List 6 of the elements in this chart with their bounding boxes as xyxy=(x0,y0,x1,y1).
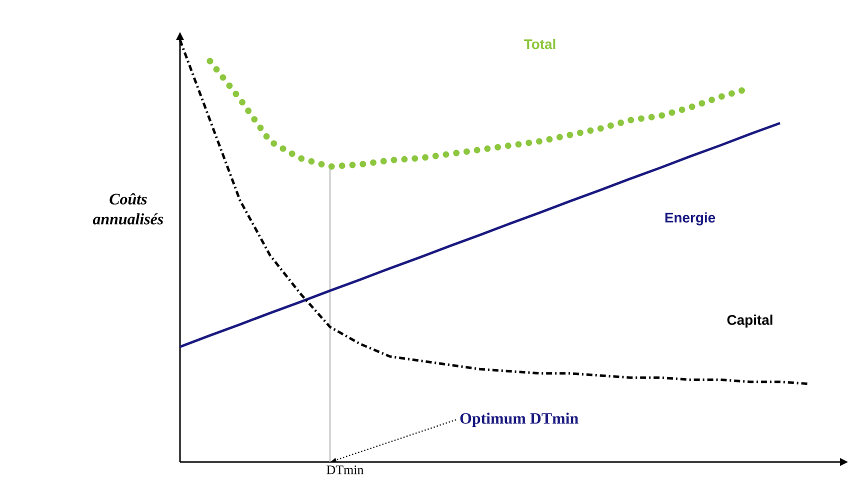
x-axis-title: DTmin xyxy=(326,466,364,474)
y-axis-title: Coûts annualisés xyxy=(92,193,164,224)
annotation: Optimum DTmin xyxy=(460,412,578,428)
text: Total xyxy=(524,38,556,50)
text: Energie xyxy=(665,212,716,226)
text: Capital xyxy=(727,314,772,328)
